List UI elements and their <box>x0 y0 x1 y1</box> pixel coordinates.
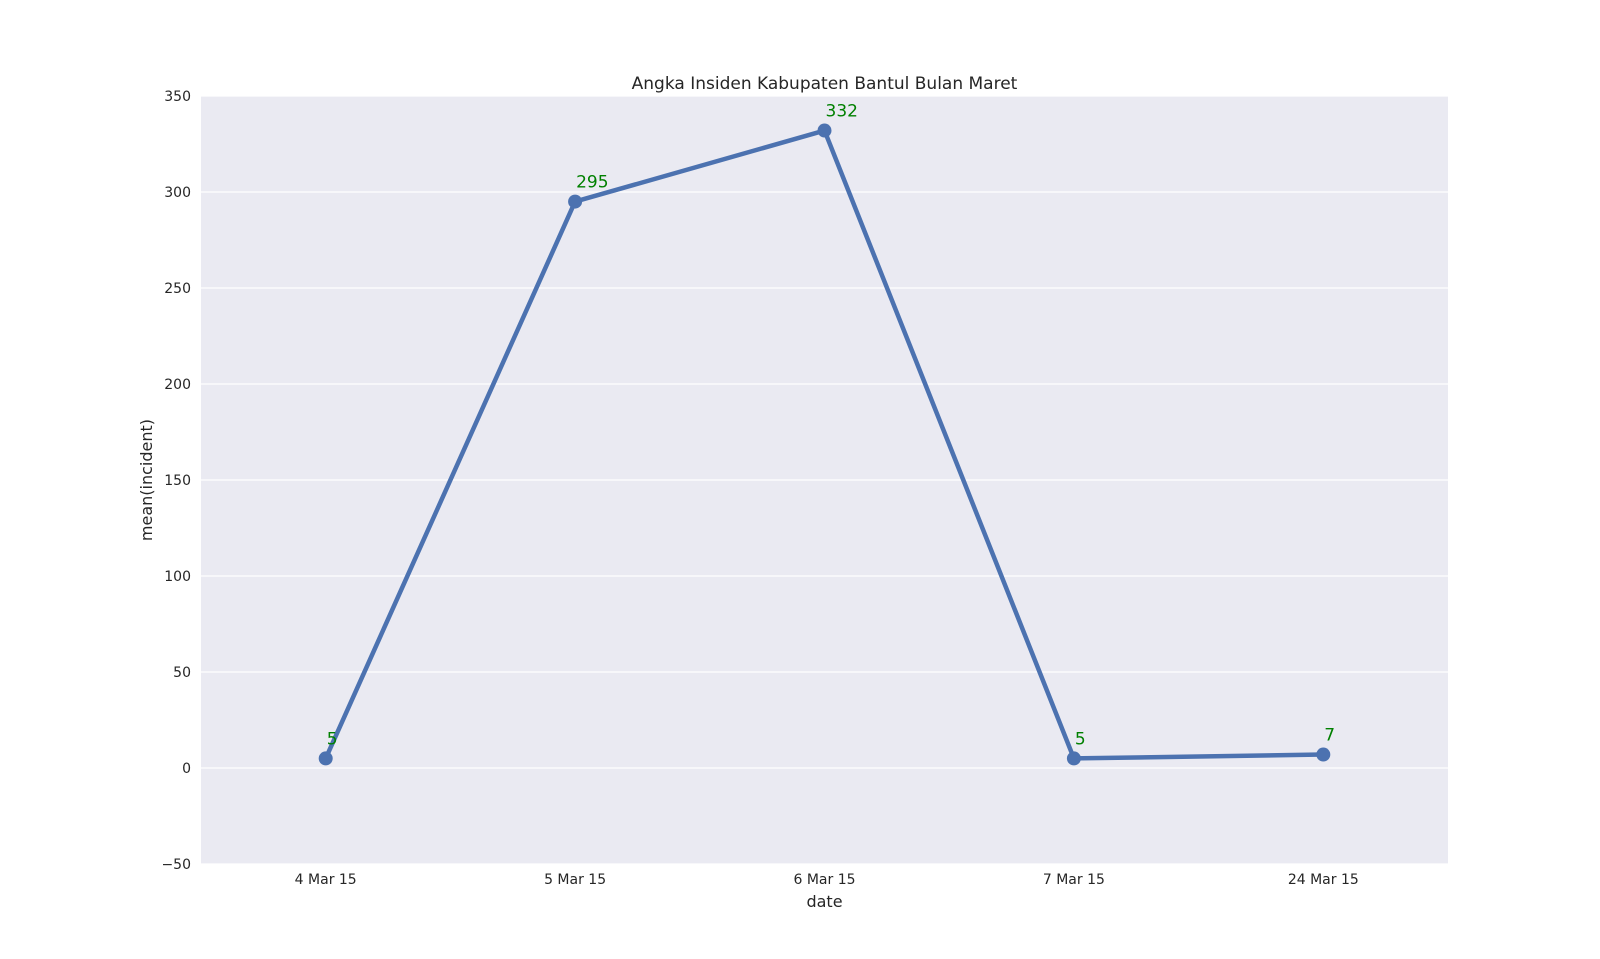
x-tick-label: 4 Mar 15 <box>295 872 357 888</box>
data-point <box>817 123 832 138</box>
x-tick-label: 5 Mar 15 <box>544 872 606 888</box>
data-point <box>1316 747 1331 762</box>
y-axis-title: mean(incident) <box>137 419 156 541</box>
x-tick-label: 24 Mar 15 <box>1288 872 1359 888</box>
data-labels: 5 295 332 5 7 <box>327 102 1335 750</box>
y-tick-label: −50 <box>161 857 191 873</box>
y-tick-label: 250 <box>164 281 191 297</box>
x-axis-title: date <box>806 892 842 911</box>
data-label: 295 <box>576 173 608 193</box>
y-tick-label: 300 <box>164 185 191 201</box>
data-point <box>1066 751 1081 766</box>
data-label: 7 <box>1324 726 1335 746</box>
y-tick-label: 200 <box>164 377 191 393</box>
y-tick-label: 100 <box>164 569 191 585</box>
y-tick-labels: −50 0 50 100 150 200 250 300 350 <box>161 89 191 873</box>
data-label: 5 <box>1075 729 1086 749</box>
x-tick-label: 6 Mar 15 <box>793 872 855 888</box>
y-tick-label: 350 <box>164 89 191 105</box>
data-label: 5 <box>327 729 338 749</box>
x-tick-label: 7 Mar 15 <box>1043 872 1105 888</box>
x-tick-labels: 4 Mar 15 5 Mar 15 6 Mar 15 7 Mar 15 24 Mar 1… <box>295 872 1359 888</box>
y-tick-label: 50 <box>173 665 191 681</box>
data-point <box>568 194 583 209</box>
y-tick-label: 0 <box>182 761 191 777</box>
data-label: 332 <box>826 102 858 122</box>
data-markers <box>318 123 1331 766</box>
y-tick-label: 150 <box>164 473 191 489</box>
data-point <box>318 751 333 766</box>
chart-title: Angka Insiden Kabupaten Bantul Bulan Mar… <box>632 74 1018 94</box>
